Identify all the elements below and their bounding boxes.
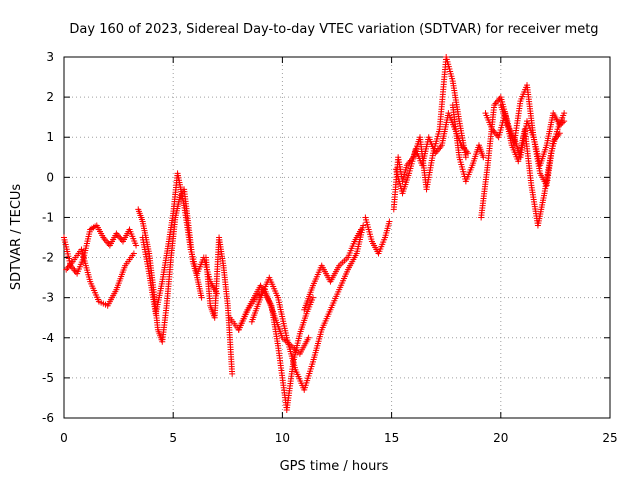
data-point [130, 250, 137, 257]
data-point [305, 334, 312, 341]
data-point [462, 154, 469, 161]
y-tick-label: -4 [42, 331, 54, 345]
y-tick-label: -6 [42, 411, 54, 425]
y-tick-label: -2 [42, 251, 54, 265]
chart-title: Day 160 of 2023, Sidereal Day-to-day VTE… [69, 22, 598, 37]
data-point [556, 130, 563, 137]
data-point [229, 370, 236, 377]
y-tick-label: 0 [46, 170, 54, 184]
x-tick-label: 15 [384, 431, 399, 445]
x-tick-label: 20 [493, 431, 508, 445]
x-tick-label: 10 [275, 431, 290, 445]
y-tick-label: -3 [42, 291, 54, 305]
ticks: 0 5 10 15 20 25 -6 -5 -4 -3 -2 -1 0 1 2 3 [42, 50, 618, 445]
y-axis-label: SDTVAR / TECUs [9, 184, 24, 291]
data-point [133, 242, 140, 249]
data-point [358, 226, 365, 233]
data-point [386, 218, 393, 225]
data-point [309, 294, 316, 301]
x-tick-label: 0 [60, 431, 68, 445]
y-tick-label: 2 [46, 90, 54, 104]
grid [64, 57, 610, 418]
y-tick-label: -5 [42, 371, 54, 385]
data-point [561, 118, 568, 125]
x-tick-label: 25 [602, 431, 617, 445]
data-points [61, 54, 568, 413]
y-tick-label: -1 [42, 210, 54, 224]
data-point [480, 154, 487, 161]
y-tick-label: 3 [46, 50, 54, 64]
x-tick-label: 5 [169, 431, 177, 445]
data-point [198, 294, 205, 301]
data-point [360, 222, 367, 229]
x-axis-label: GPS time / hours [280, 459, 389, 474]
data-point [465, 150, 472, 157]
data-point [561, 110, 568, 117]
y-tick-label: 1 [46, 130, 54, 144]
